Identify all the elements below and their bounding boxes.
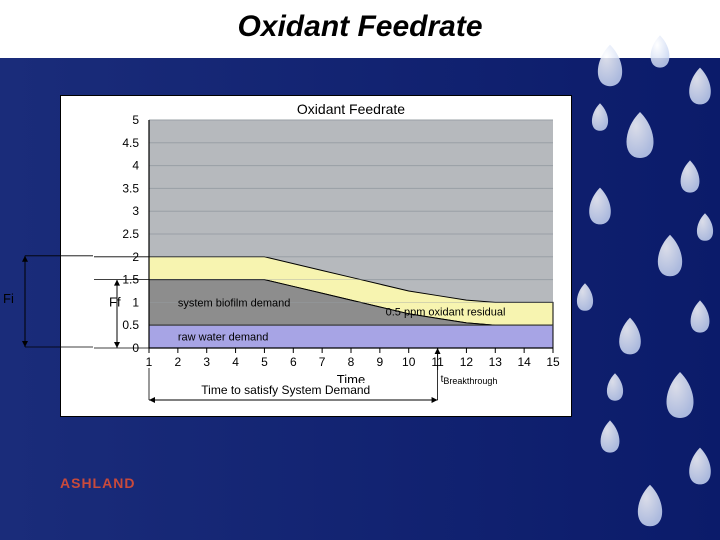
svg-text:6: 6	[290, 355, 297, 369]
svg-text:1: 1	[146, 355, 153, 369]
svg-text:Ff: Ff	[109, 294, 121, 309]
svg-text:4: 4	[132, 159, 139, 173]
svg-text:tBreakthrough: tBreakthrough	[441, 374, 498, 386]
slide-title: Oxidant Feedrate	[0, 10, 720, 44]
fi-label-text: Fi	[3, 291, 14, 306]
svg-text:3: 3	[203, 355, 210, 369]
brand-text: ASHLAND	[60, 475, 135, 491]
svg-text:0.5 ppm oxidant residual: 0.5 ppm oxidant residual	[386, 307, 506, 319]
svg-text:3.5: 3.5	[122, 181, 139, 195]
svg-text:14: 14	[517, 355, 531, 369]
svg-text:9: 9	[377, 355, 384, 369]
svg-text:12: 12	[460, 355, 474, 369]
svg-text:raw water demand: raw water demand	[178, 332, 269, 344]
svg-text:3: 3	[132, 204, 139, 218]
svg-text:0.5: 0.5	[122, 318, 139, 332]
svg-text:8: 8	[348, 355, 355, 369]
svg-text:10: 10	[402, 355, 416, 369]
svg-text:15: 15	[546, 355, 560, 369]
time-to-satisfy-label: Time to satisfy System Demand	[197, 383, 374, 397]
svg-text:4: 4	[232, 355, 239, 369]
fi-label: Fi	[3, 291, 14, 306]
svg-text:2: 2	[175, 355, 182, 369]
svg-text:7: 7	[319, 355, 326, 369]
oxidant-feedrate-chart: 00.511.522.533.544.551234567891011121314…	[61, 96, 571, 416]
svg-text:Oxidant Feedrate: Oxidant Feedrate	[297, 101, 405, 117]
svg-text:1: 1	[132, 295, 139, 309]
svg-text:13: 13	[489, 355, 503, 369]
svg-text:2.5: 2.5	[122, 227, 139, 241]
svg-text:4.5: 4.5	[122, 136, 139, 150]
brand-logo: ASHLAND	[60, 475, 135, 491]
svg-text:system biofilm demand: system biofilm demand	[178, 297, 291, 309]
time-to-satisfy-text: Time to satisfy System Demand	[201, 383, 370, 397]
svg-text:5: 5	[132, 113, 139, 127]
slide-title-text: Oxidant Feedrate	[237, 10, 482, 43]
svg-text:5: 5	[261, 355, 268, 369]
chart-panel: 00.511.522.533.544.551234567891011121314…	[60, 95, 572, 417]
